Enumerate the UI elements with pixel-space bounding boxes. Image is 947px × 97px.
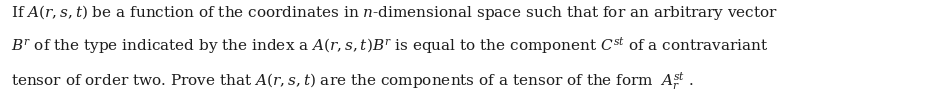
Text: $\mathit{B}^{r}$ of the type indicated by the index a $\mathit{A}(r, s, t)\mathi: $\mathit{B}^{r}$ of the type indicated b… <box>11 35 769 56</box>
Text: tensor of order two. Prove that $\mathit{A}(r, s, t)$ are the components of a te: tensor of order two. Prove that $\mathit… <box>11 70 694 92</box>
Text: If $\mathit{A}(r, s, t)$ be a function of the coordinates in $n$-dimensional spa: If $\mathit{A}(r, s, t)$ be a function o… <box>11 3 778 22</box>
